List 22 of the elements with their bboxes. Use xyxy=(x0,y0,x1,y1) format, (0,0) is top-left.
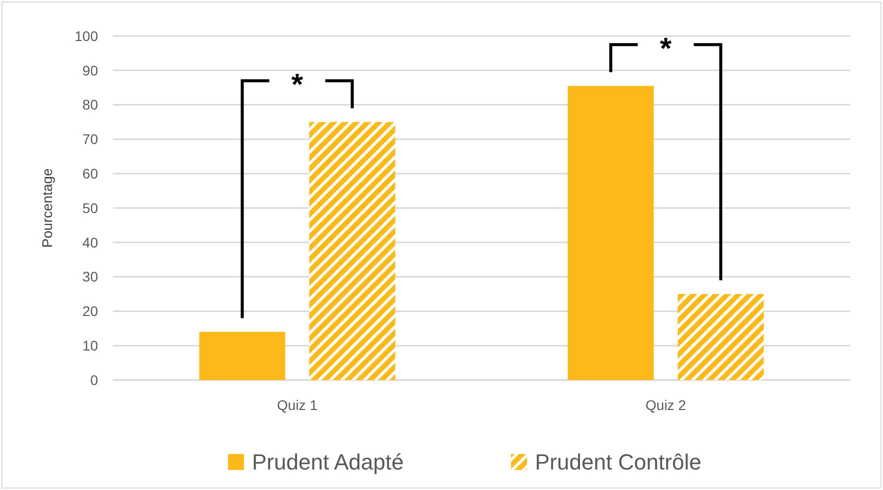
legend-label: Prudent Contrôle xyxy=(535,450,702,475)
y-tick-label: 90 xyxy=(82,62,98,78)
legend-label: Prudent Adapté xyxy=(252,450,404,475)
y-tick-label: 10 xyxy=(82,338,98,354)
y-tick-label: 70 xyxy=(82,131,98,148)
bar xyxy=(199,332,286,380)
x-tick-label: Quiz 1 xyxy=(277,397,318,413)
y-tick-label: 30 xyxy=(82,268,98,285)
y-tick-label: 20 xyxy=(82,303,98,320)
x-tick-label: Quiz 2 xyxy=(646,397,686,413)
y-tick-label: 80 xyxy=(82,96,98,113)
bar xyxy=(568,86,654,380)
y-tick-label: 50 xyxy=(82,200,98,216)
y-tick-label: 60 xyxy=(82,166,98,182)
y-axis-title: Pourcentage xyxy=(39,168,55,248)
annotation: * xyxy=(291,68,304,102)
annotation: * xyxy=(660,32,672,66)
y-tick-label: 0 xyxy=(90,372,98,388)
y-tick-label: 40 xyxy=(82,234,98,250)
bar xyxy=(678,294,764,380)
bar xyxy=(309,122,396,380)
y-tick-label: 100 xyxy=(74,28,98,44)
